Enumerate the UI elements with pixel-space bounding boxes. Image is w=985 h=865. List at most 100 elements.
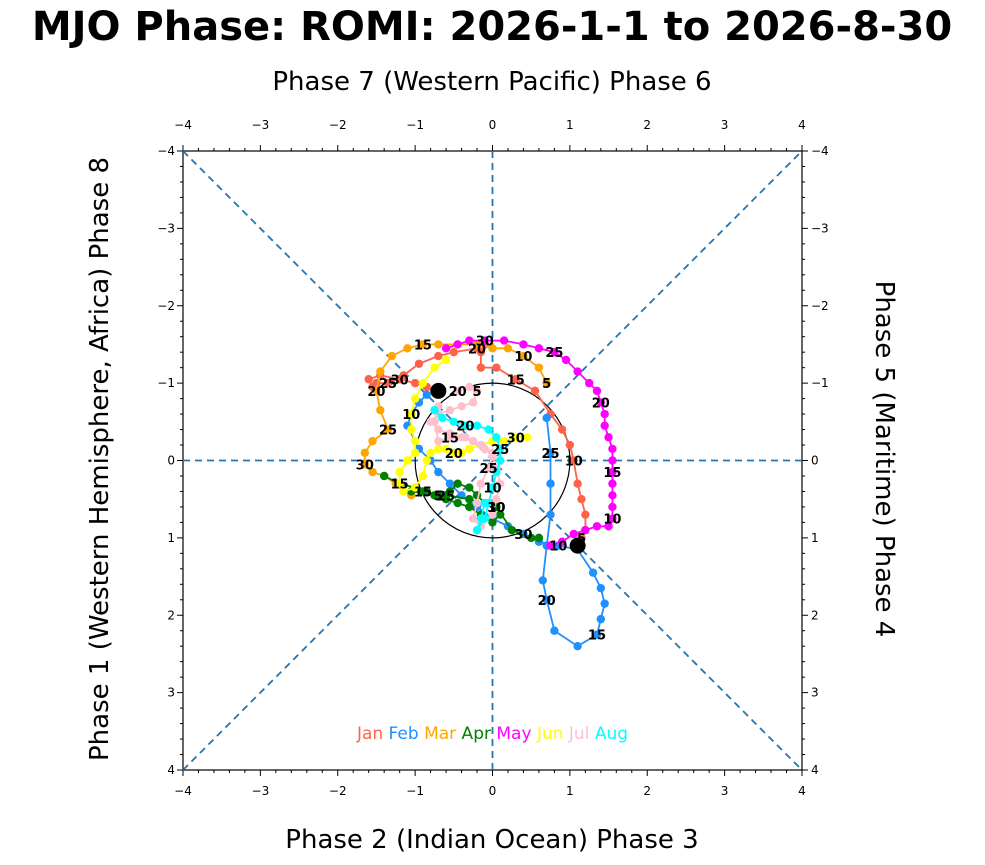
data-point-may bbox=[608, 467, 617, 477]
data-point-jun bbox=[499, 436, 509, 446]
data-point-jan bbox=[581, 510, 590, 519]
data-point-jan bbox=[511, 375, 520, 384]
day-label-jul: 5 bbox=[473, 385, 482, 400]
data-point-jul bbox=[461, 433, 470, 442]
data-point-aug bbox=[430, 406, 439, 415]
data-point-jul bbox=[496, 479, 505, 488]
data-point-feb bbox=[542, 413, 551, 423]
data-point-may bbox=[465, 336, 474, 345]
y-tick-label: 0 bbox=[167, 454, 175, 468]
y-tick-label: −4 bbox=[157, 144, 175, 158]
data-point-apr bbox=[496, 510, 505, 519]
left-axis-label: Phase 1 (Western Hemisphere, Africa) Pha… bbox=[85, 157, 115, 761]
y-tick-label: −3 bbox=[811, 221, 829, 235]
data-point-jun bbox=[395, 467, 404, 477]
legend-item-may: May bbox=[491, 724, 532, 744]
data-point-jun bbox=[523, 433, 532, 442]
data-point-may bbox=[604, 522, 613, 531]
data-point-apr bbox=[453, 479, 462, 488]
day-label-mar: 5 bbox=[542, 377, 551, 392]
data-point-may bbox=[608, 456, 617, 465]
data-point-jan bbox=[395, 375, 404, 384]
data-point-may bbox=[561, 355, 571, 365]
x-tick-label: 4 bbox=[798, 784, 806, 798]
legend-item-apr: Apr bbox=[456, 724, 491, 744]
data-point-jul bbox=[430, 417, 439, 427]
data-point-apr bbox=[441, 491, 451, 500]
data-point-jan bbox=[557, 425, 567, 434]
day-label-aug: 20 bbox=[456, 420, 474, 435]
data-point-aug bbox=[461, 421, 470, 430]
data-point-jan bbox=[565, 440, 575, 450]
data-point-aug bbox=[492, 433, 501, 442]
data-point-may bbox=[550, 347, 559, 357]
data-point-jun bbox=[434, 444, 443, 454]
day-label-aug: 25 bbox=[491, 443, 509, 458]
data-point-may bbox=[534, 344, 544, 353]
data-point-aug bbox=[496, 456, 505, 465]
data-point-may bbox=[573, 367, 582, 376]
data-point-mar bbox=[542, 378, 551, 388]
data-point-jun bbox=[422, 456, 431, 465]
day-label-mar: 30 bbox=[356, 458, 374, 473]
data-point-may bbox=[608, 479, 617, 488]
data-point-jun bbox=[399, 487, 408, 496]
data-point-may bbox=[608, 514, 617, 523]
data-point-jun bbox=[407, 409, 416, 419]
x-tick-label: 0 bbox=[489, 118, 497, 132]
data-point-may bbox=[604, 433, 613, 442]
data-point-feb bbox=[596, 614, 606, 624]
data-point-feb bbox=[588, 568, 598, 577]
day-label-may: 30 bbox=[476, 335, 494, 350]
data-point-may bbox=[499, 336, 509, 345]
y-tick-label: 2 bbox=[811, 608, 819, 622]
data-point-apr bbox=[465, 494, 474, 504]
day-label-may: 15 bbox=[603, 466, 621, 481]
legend-item-mar: Mar bbox=[419, 724, 456, 744]
data-point-may bbox=[480, 336, 489, 345]
y-tick-label: 4 bbox=[811, 763, 819, 777]
y-tick-label: −2 bbox=[811, 299, 829, 313]
data-point-may bbox=[557, 537, 567, 546]
data-point-aug bbox=[438, 413, 447, 423]
chart-title: MJO Phase: ROMI: 2026-1-1 to 2026-8-30 bbox=[32, 4, 952, 50]
data-point-may bbox=[608, 502, 617, 512]
x-tick-label: 3 bbox=[721, 784, 729, 798]
legend: Jan Feb Mar Apr May Jun Jul Aug bbox=[356, 724, 628, 744]
data-point-may bbox=[596, 398, 606, 407]
data-point-jan bbox=[410, 378, 420, 388]
y-tick-label: 3 bbox=[811, 686, 819, 700]
x-tick-label: −4 bbox=[174, 118, 192, 132]
data-point-jun bbox=[410, 394, 420, 403]
data-point-may bbox=[585, 378, 594, 388]
x-tick-label: 2 bbox=[643, 118, 651, 132]
data-point-may bbox=[441, 344, 451, 353]
data-point-jan bbox=[414, 359, 424, 368]
data-point-jul bbox=[492, 494, 501, 504]
data-point-jun bbox=[441, 444, 451, 454]
y-tick-label: −2 bbox=[157, 299, 175, 313]
data-point-mar bbox=[376, 406, 385, 415]
data-point-may bbox=[600, 421, 609, 430]
data-point-jun bbox=[395, 479, 404, 488]
legend-item-jan: Jan bbox=[356, 724, 383, 744]
data-point-feb bbox=[445, 479, 455, 488]
data-point-jul bbox=[472, 498, 482, 508]
data-point-jul bbox=[484, 464, 493, 473]
x-tick-label: −3 bbox=[252, 784, 270, 798]
day-label-feb: 25 bbox=[541, 447, 559, 462]
x-tick-label: −1 bbox=[406, 118, 424, 132]
x-tick-label: 1 bbox=[566, 118, 574, 132]
legend-item-aug: Aug bbox=[589, 724, 628, 744]
data-point-jan bbox=[383, 378, 393, 388]
day-label-mar: 15 bbox=[414, 338, 432, 353]
data-point-jul bbox=[468, 514, 478, 523]
y-tick-label: 0 bbox=[811, 454, 819, 468]
legend-item-jun: Jun bbox=[532, 724, 564, 744]
day-label-jun: 20 bbox=[445, 447, 463, 462]
y-tick-label: 2 bbox=[167, 608, 175, 622]
data-point-mar bbox=[387, 351, 397, 361]
data-point-feb bbox=[546, 510, 555, 519]
